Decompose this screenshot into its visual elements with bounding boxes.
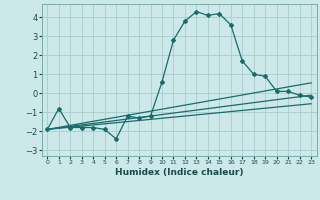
X-axis label: Humidex (Indice chaleur): Humidex (Indice chaleur) [115, 168, 244, 177]
